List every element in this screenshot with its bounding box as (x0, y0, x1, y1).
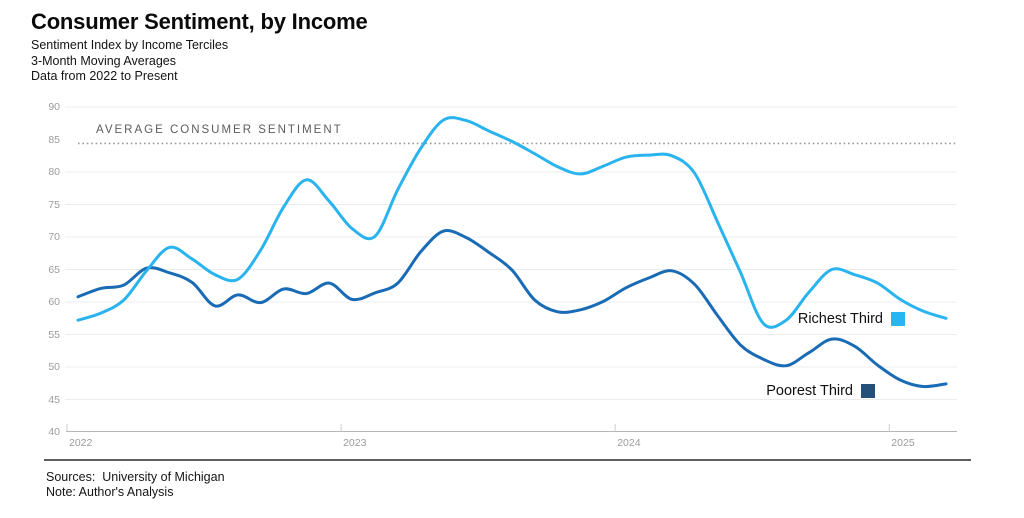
series-line-richest-third (76, 116, 948, 329)
subtitle-line-1: Sentiment Index by Income Terciles (31, 38, 229, 52)
legend-swatch-poorest-icon (861, 384, 875, 398)
y-tick-label: 60 (48, 296, 60, 308)
subtitle-line-2: 3-Month Moving Averages (31, 53, 176, 68)
x-tick-label: 2023 (343, 437, 367, 449)
footer-note: Note: Author's Analysis (46, 485, 174, 499)
footer-sources: Sources: University of Michigan (46, 470, 225, 484)
legend-label-poorest-third: Poorest Third (766, 383, 853, 399)
y-tick-label: 40 (48, 426, 60, 438)
y-tick-label: 50 (48, 361, 60, 373)
y-tick-label: 85 (48, 133, 60, 146)
x-tick-label: 2024 (617, 437, 641, 449)
y-tick-label: 75 (48, 198, 60, 211)
series-line-poorest-third (76, 229, 948, 389)
footer-divider (44, 459, 971, 461)
average-line-label: AVERAGE CONSUMER SENTIMENT (96, 124, 343, 136)
legend-label-richest-third: Richest Third (797, 311, 883, 327)
y-tick-label: 80 (48, 166, 60, 178)
x-tick-label: 2022 (69, 437, 93, 449)
subtitle-line-3: Data from 2022 to Present (31, 69, 178, 83)
y-tick-label: 65 (48, 263, 60, 276)
page-title: Consumer Sentiment, by Income (31, 9, 368, 34)
y-tick-label: 45 (48, 393, 60, 406)
y-tick-label: 70 (48, 231, 60, 243)
y-tick-label: 90 (48, 101, 60, 113)
legend-swatch-richest-icon (891, 312, 905, 326)
y-tick-label: 55 (48, 328, 60, 341)
x-tick-label: 2025 (891, 437, 915, 449)
